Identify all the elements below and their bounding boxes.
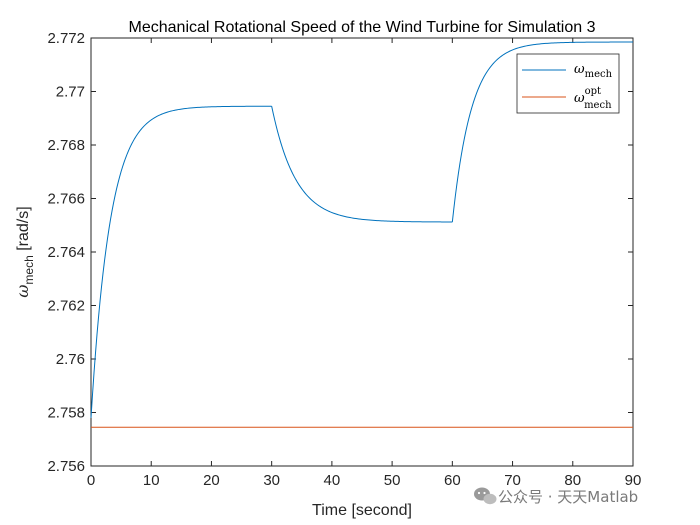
y-axis-label-unit: [rad/s] <box>15 206 32 255</box>
watermark: 公众号 · 天天Matlab <box>474 487 638 506</box>
x-axis-ticks: 0 10 20 30 40 50 60 70 80 90 <box>87 38 642 489</box>
y-tick-label: 2.764 <box>47 244 85 261</box>
x-tick-label: 60 <box>444 472 461 489</box>
x-tick-label: 80 <box>564 472 581 489</box>
chart-legend: ωmech ωopt mech <box>516 53 620 114</box>
series-layer <box>90 41 633 428</box>
y-axis-ticks: 2.756 2.758 2.76 2.762 2.764 2.766 2.768 2.77 2.… <box>47 30 633 475</box>
y-tick-label: 2.768 <box>47 137 85 154</box>
legend-box <box>516 53 620 114</box>
y-tick-label: 2.77 <box>56 84 85 101</box>
x-tick-label: 0 <box>87 472 95 489</box>
y-axis-label-symbol: ω <box>13 285 32 298</box>
x-tick-label: 40 <box>324 472 341 489</box>
chart-title: Mechanical Rotational Speed of the Wind … <box>129 19 596 36</box>
y-tick-label: 2.762 <box>47 298 85 315</box>
x-axis-label: Time [second] <box>312 502 412 519</box>
y-tick-label: 2.758 <box>47 405 85 422</box>
y-tick-label: 2.756 <box>47 458 85 475</box>
legend-entry-omega-mech: ωmech <box>574 62 613 80</box>
x-tick-label: 90 <box>625 472 642 489</box>
y-tick-label: 2.76 <box>56 351 85 368</box>
x-tick-label: 20 <box>203 472 220 489</box>
x-tick-label: 30 <box>263 472 280 489</box>
x-tick-label: 50 <box>384 472 401 489</box>
watermark-text: 公众号 · 天天Matlab <box>498 488 638 506</box>
series-line-omega-mech <box>90 41 633 418</box>
y-axis-label-subscript: mech <box>22 255 36 284</box>
x-tick-label: 10 <box>143 472 160 489</box>
legend-entry-omega-mech-opt: ωopt mech <box>574 86 612 111</box>
y-tick-label: 2.766 <box>47 191 85 208</box>
y-axis-label: ωmech [rad/s] <box>13 206 36 297</box>
y-tick-label: 2.772 <box>47 30 85 47</box>
wechat-logo-icon <box>474 487 497 505</box>
x-tick-label: 70 <box>504 472 521 489</box>
